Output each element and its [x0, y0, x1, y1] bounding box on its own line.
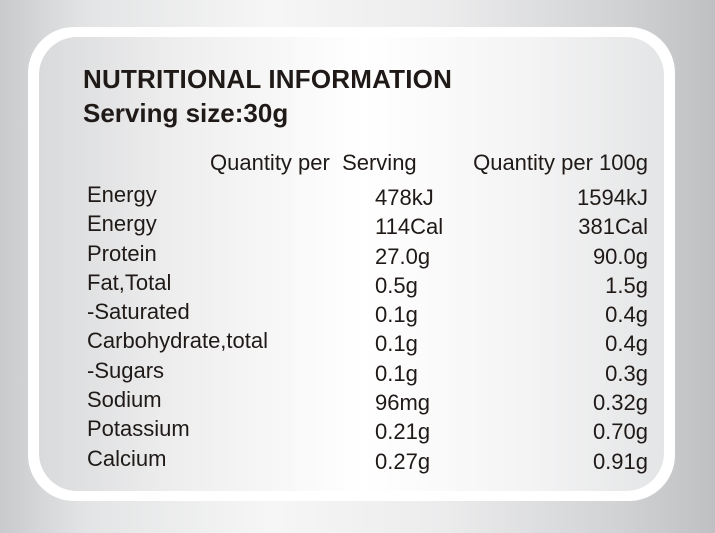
- per-100g-value: 0.32g: [592, 390, 648, 416]
- per-serving-value: 478kJ: [375, 185, 434, 210]
- nutrient-name: -Saturated: [87, 299, 190, 325]
- nutrient-name: Energy: [87, 211, 157, 237]
- nutrition-table: Energy 478kJ 1594kJ Energy 114Cal 381Cal…: [87, 182, 648, 475]
- nutrition-row: Carbohydrate,total 0.1g 0.4g: [87, 328, 648, 357]
- per-100g-value: 90.0g: [592, 243, 648, 269]
- label-title: NUTRITIONAL INFORMATION: [83, 64, 453, 94]
- nutrition-row: Energy 114Cal 381Cal: [87, 211, 648, 240]
- nutrition-row: Protein 27.0g 90.0g: [87, 241, 648, 270]
- per-100g-value: 0.91g: [592, 448, 648, 474]
- nutrient-name: Calcium: [87, 445, 167, 471]
- nutrition-label-panel: [39, 37, 664, 491]
- nutrition-row: -Sugars 0.1g 0.3g: [87, 358, 648, 387]
- per-serving-value: 114Cal: [375, 214, 444, 240]
- per-100g-value: 0.4g: [605, 302, 648, 328]
- header-per-100g: Quantity per 100g: [473, 150, 648, 175]
- per-100g-value: 1.5g: [605, 272, 648, 298]
- header-per-serving: Quantity per Serving: [210, 150, 417, 175]
- per-100g-value: 381Cal: [578, 214, 648, 240]
- per-serving-value: 27.0g: [375, 243, 431, 269]
- per-100g-value: 0.4g: [605, 331, 648, 357]
- nutrient-name: Sodium: [87, 387, 162, 413]
- nutrient-name: Carbohydrate,total: [87, 328, 268, 354]
- per-100g-value: 1594kJ: [577, 185, 648, 210]
- nutrient-name: -Sugars: [87, 357, 165, 383]
- nutrient-name: Protein: [87, 240, 157, 266]
- nutrition-row: Energy 478kJ 1594kJ: [87, 182, 648, 211]
- per-serving-value: 0.1g: [375, 331, 418, 357]
- nutrition-row: Sodium 96mg 0.32g: [87, 387, 648, 416]
- nutrition-row: Fat,Total 0.5g 1.5g: [87, 270, 648, 299]
- per-serving-value: 0.27g: [375, 448, 431, 474]
- nutrition-row: -Saturated 0.1g 0.4g: [87, 299, 648, 328]
- per-serving-value: 0.5g: [375, 272, 418, 298]
- per-serving-value: 0.1g: [375, 360, 418, 386]
- nutrition-label-card: [28, 27, 675, 501]
- nutrition-row: Calcium 0.27g 0.91g: [87, 446, 648, 475]
- per-serving-value: 96mg: [375, 390, 431, 416]
- serving-size: Serving size:30g: [83, 98, 289, 128]
- per-100g-value: 0.3g: [605, 360, 648, 386]
- per-100g-value: 0.70g: [592, 419, 648, 445]
- per-serving-value: 0.1g: [375, 302, 418, 328]
- nutrient-name: Energy: [87, 182, 157, 207]
- nutrition-row: Potassium 0.21g 0.70g: [87, 416, 648, 445]
- nutrient-name: Potassium: [87, 416, 190, 442]
- nutrient-name: Fat,Total: [87, 269, 172, 295]
- per-serving-value: 0.21g: [375, 419, 431, 445]
